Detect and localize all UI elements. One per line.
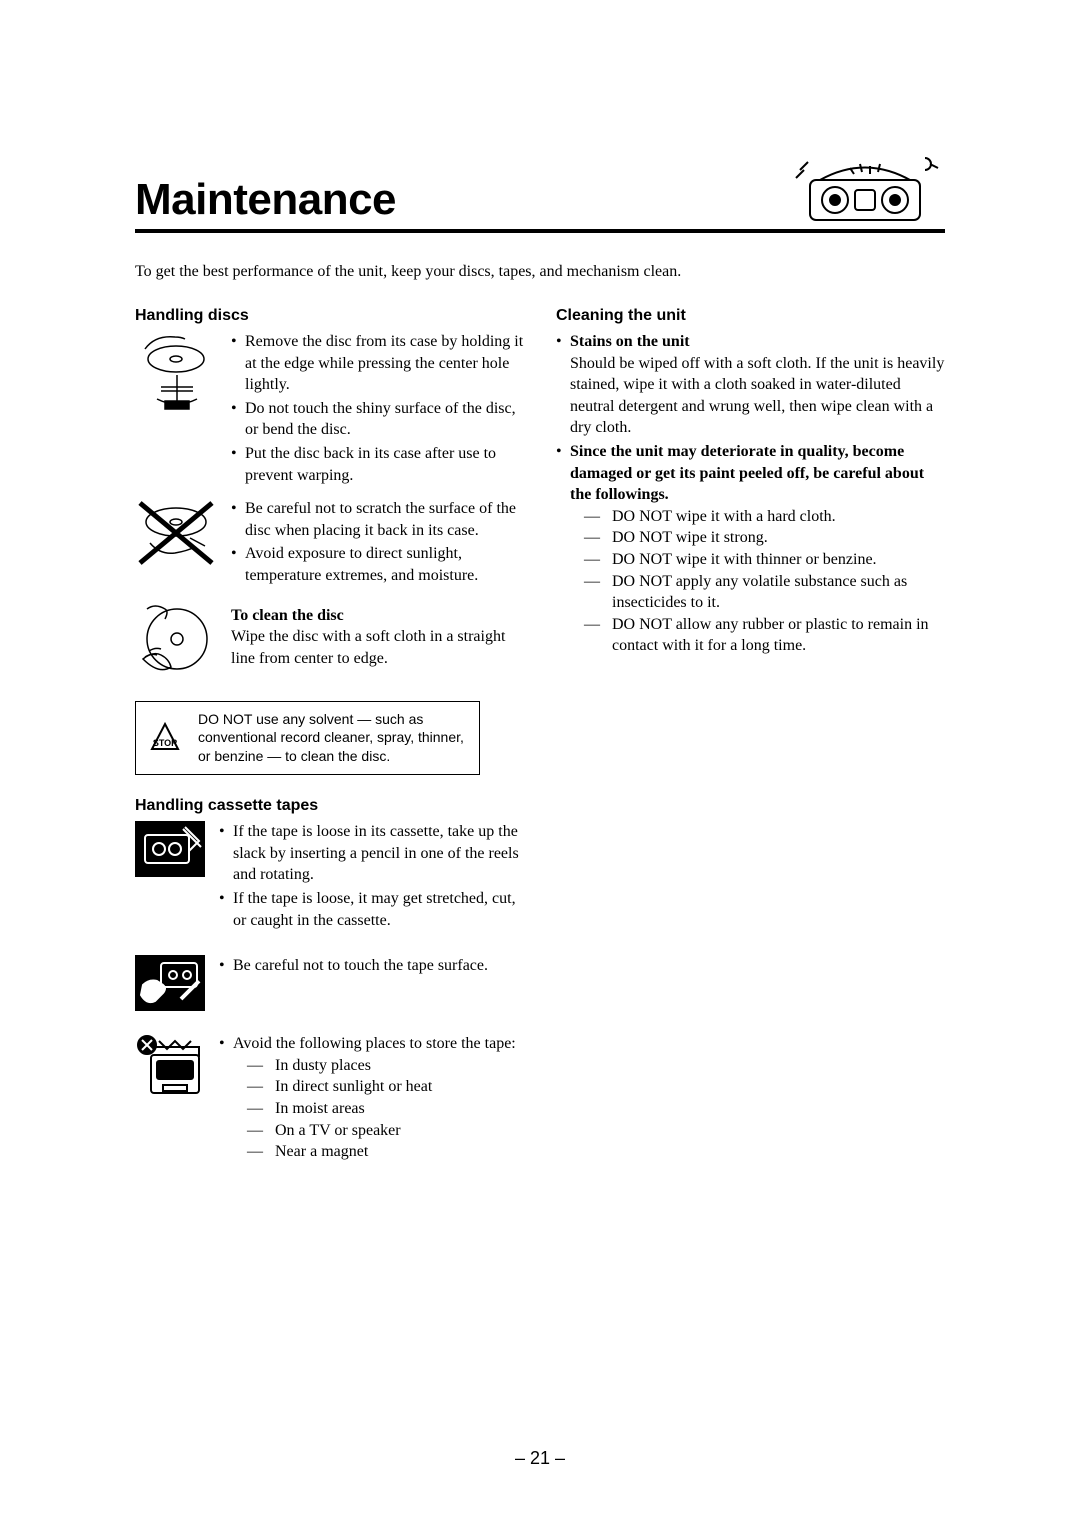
boombox-illustration-icon <box>780 150 945 225</box>
handling-tapes-section: Handling cassette tapes <box>135 797 524 1165</box>
bullet: Do not touch the shiny surface of the di… <box>231 398 524 441</box>
sub-bullet: DO NOT wipe it strong. <box>584 527 945 549</box>
stains-lead: Stains on the unit <box>570 333 690 350</box>
sub-bullet: DO NOT wipe it with a hard cloth. <box>584 506 945 528</box>
clean-disc-subheading: To clean the disc <box>231 605 524 627</box>
bullet: Avoid the following places to store the … <box>219 1033 524 1163</box>
disc-group-2-text: Be careful not to scratch the surface of… <box>231 498 524 588</box>
tape-no-touch-icon <box>135 955 205 1011</box>
clean-disc-text: Wipe the disc with a soft cloth in a str… <box>231 626 524 669</box>
handling-discs-heading: Handling discs <box>135 307 524 325</box>
disc-group-2: Be careful not to scratch the surface of… <box>135 498 524 588</box>
disc-clean: To clean the disc Wipe the disc with a s… <box>135 599 524 681</box>
bullet: Since the unit may deteriorate in qualit… <box>556 441 945 657</box>
right-column: Cleaning the unit Stains on the unit Sho… <box>556 307 945 1187</box>
header-row: Maintenance <box>135 150 945 233</box>
sub-bullet: On a TV or speaker <box>247 1120 524 1142</box>
tape-group-2: Be careful not to touch the tape surface… <box>135 955 524 1011</box>
sub-bullet: In dusty places <box>247 1055 524 1077</box>
deteriorate-lead: Since the unit may deteriorate in qualit… <box>570 443 924 503</box>
columns: Handling discs <box>135 307 945 1187</box>
tape-group-3-intro: Avoid the following places to store the … <box>233 1035 516 1052</box>
tape-group-3: Avoid the following places to store the … <box>135 1033 524 1165</box>
sub-bullet: DO NOT apply any volatile substance such… <box>584 571 945 614</box>
stop-warning-box: STOP DO NOT use any solvent — such as co… <box>135 701 480 776</box>
sub-bullet: Near a magnet <box>247 1141 524 1163</box>
bullet: Be careful not to touch the tape surface… <box>219 955 524 977</box>
bullet: If the tape is loose, it may get stretch… <box>219 888 524 931</box>
disc-scratch-cross-icon <box>135 498 217 570</box>
bullet: Stains on the unit Should be wiped off w… <box>556 331 945 439</box>
bullet: If the tape is loose in its cassette, ta… <box>219 821 524 886</box>
cleaning-unit-heading: Cleaning the unit <box>556 307 945 325</box>
left-column: Handling discs <box>135 307 524 1187</box>
bullet: Be careful not to scratch the surface of… <box>231 498 524 541</box>
sub-bullet: In moist areas <box>247 1098 524 1120</box>
page-number: – 21 – <box>0 1448 1080 1469</box>
disc-wipe-icon <box>135 599 217 681</box>
sub-bullet: DO NOT allow any rubber or plastic to re… <box>584 614 945 657</box>
svg-text:STOP: STOP <box>153 738 177 748</box>
stop-warning-text: DO NOT use any solvent — such as convent… <box>198 710 467 767</box>
bullet: Put the disc back in its case after use … <box>231 443 524 486</box>
intro-text: To get the best performance of the unit,… <box>135 263 945 281</box>
page-title: Maintenance <box>135 175 396 225</box>
stop-icon: STOP <box>148 710 182 767</box>
tape-pencil-icon <box>135 821 205 877</box>
disc-group-1-text: Remove the disc from its case by holding… <box>231 331 524 488</box>
bullet: Remove the disc from its case by holding… <box>231 331 524 396</box>
sub-bullet: DO NOT wipe it with thinner or benzine. <box>584 549 945 571</box>
stains-text: Should be wiped off with a soft cloth. I… <box>570 355 944 437</box>
tape-storage-icon <box>135 1033 205 1099</box>
page: Maintenance To get the best performance … <box>0 0 1080 1529</box>
handling-tapes-heading: Handling cassette tapes <box>135 797 524 815</box>
disc-remove-icon <box>135 331 217 423</box>
tape-group-2-text: Be careful not to touch the tape surface… <box>219 955 524 979</box>
disc-group-1: Remove the disc from its case by holding… <box>135 331 524 488</box>
disc-clean-text: To clean the disc Wipe the disc with a s… <box>231 599 524 670</box>
bullet: Avoid exposure to direct sunlight, tempe… <box>231 543 524 586</box>
tape-group-1-text: If the tape is loose in its cassette, ta… <box>219 821 524 933</box>
tape-group-3-text: Avoid the following places to store the … <box>219 1033 524 1165</box>
cleaning-unit-body: Stains on the unit Should be wiped off w… <box>556 331 945 657</box>
tape-group-1: If the tape is loose in its cassette, ta… <box>135 821 524 933</box>
sub-bullet: In direct sunlight or heat <box>247 1076 524 1098</box>
